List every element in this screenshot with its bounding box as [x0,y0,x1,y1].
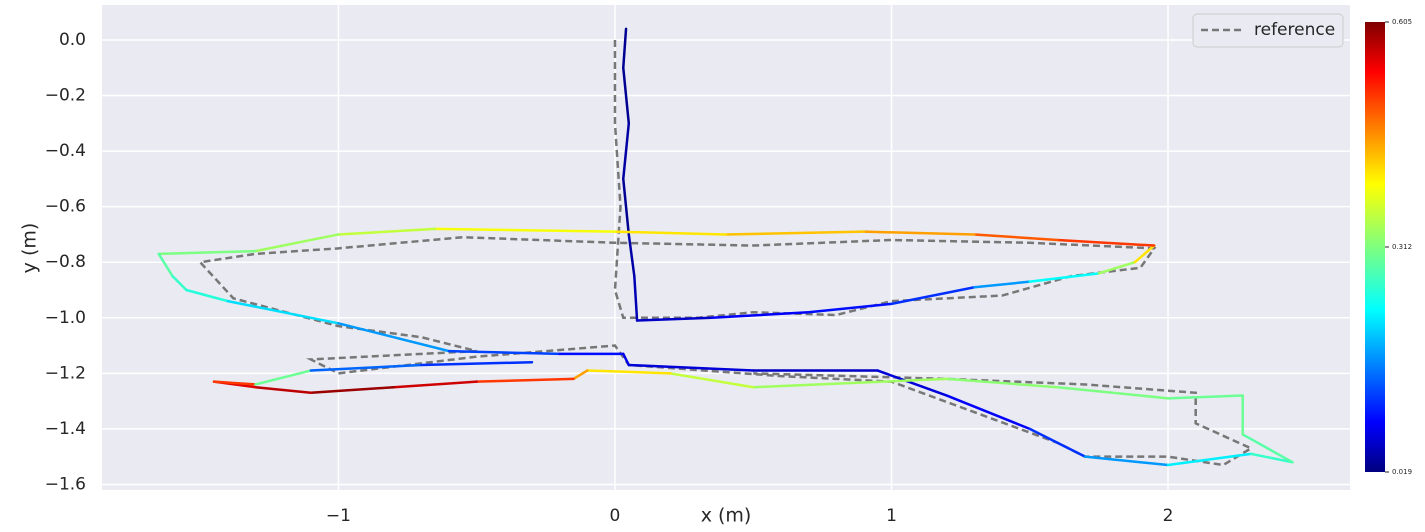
trajectory-segment [627,233,636,278]
trajectory-segment [157,249,257,256]
trajectory-segment [751,377,949,389]
trajectory-segment [254,369,313,386]
trajectory-segment [309,363,423,372]
trajectory-segment [710,310,810,320]
trajectory-segment [1083,455,1170,467]
y-tick-label: 0.0 [59,30,86,50]
trajectory-segment [635,316,714,322]
trajectory-segment [613,230,727,236]
trajectory-segment [890,285,976,306]
trajectory-segment [475,377,575,383]
trajectory-segment [586,369,672,375]
legend-label: reference [1254,20,1335,40]
trajectory-segment [622,27,628,70]
x-tick-label: 2 [1163,506,1174,526]
colorbar-tick-label: 0.312 [1392,243,1412,251]
y-tick-label: −0.4 [45,141,86,161]
trajectory-segment [1056,385,1170,400]
trajectory-segment [433,227,617,233]
trajectory-segment [185,288,230,303]
trajectory-segment [420,360,534,367]
trajectory-segment [392,380,478,389]
x-axis-label: x (m) [701,505,752,527]
trajectory-segment [973,280,1032,289]
trajectory-segment [1133,244,1156,264]
trajectory-segment [572,369,589,381]
y-tick-label: −1.2 [45,363,86,383]
y-tick-label: −0.2 [45,86,86,106]
trajectory-segment [254,233,340,253]
x-tick-label: 1 [886,506,897,526]
trajectory-segment [254,385,313,395]
trajectory-segment [807,302,893,314]
trajectory-segment [622,177,631,236]
trajectory-segment [1241,433,1294,464]
trajectory-segment [337,227,437,236]
trajectory-segment [945,394,1032,431]
trajectory-segment [876,369,949,397]
trajectory-segment [447,349,561,356]
trajectory-segment [622,352,631,367]
trajectory-segment [724,230,866,236]
trajectory-segment [1249,452,1294,464]
y-tick-label: −0.6 [45,197,86,217]
x-tick-label: −1 [326,506,351,526]
x-tick-label: 0 [610,506,621,526]
trajectory-segment [309,385,395,395]
trajectory-segment [1097,260,1137,275]
trajectory-segment [945,377,1059,389]
trajectory-segment [622,122,631,181]
y-tick-label: −1.4 [45,419,86,439]
trajectory-segment [1028,427,1087,458]
colorbar [1365,22,1385,472]
y-axis-label: y (m) [19,223,41,274]
colorbar-tick-label: 0.019 [1392,468,1412,476]
trajectory-segment [862,230,976,236]
trajectory-segment [157,252,174,278]
y-tick-label: −1.6 [45,474,86,494]
trajectory-segment [633,274,639,322]
trajectory-segment [226,299,340,325]
trajectory-segment [627,363,755,372]
trajectory-segment [1166,452,1253,467]
trajectory-segment [973,233,1059,242]
legend: reference [1192,13,1344,48]
plot-area [102,5,1350,490]
y-tick-label: −1.0 [45,308,86,328]
trajectory-segment [212,380,257,386]
trajectory-segment [337,322,451,353]
reference-line [197,40,1254,467]
y-tick-label: −0.8 [45,252,86,272]
trajectory-segment [1028,272,1101,283]
colorbar-tick-label: 0.605 [1392,18,1412,26]
legend-box [1192,13,1344,48]
trajectory-segment [622,66,631,125]
trajectory-segment [669,372,755,389]
trajectory-segment [171,274,188,292]
trajectory-segment [1166,394,1244,400]
trajectory-segment [1056,238,1156,247]
